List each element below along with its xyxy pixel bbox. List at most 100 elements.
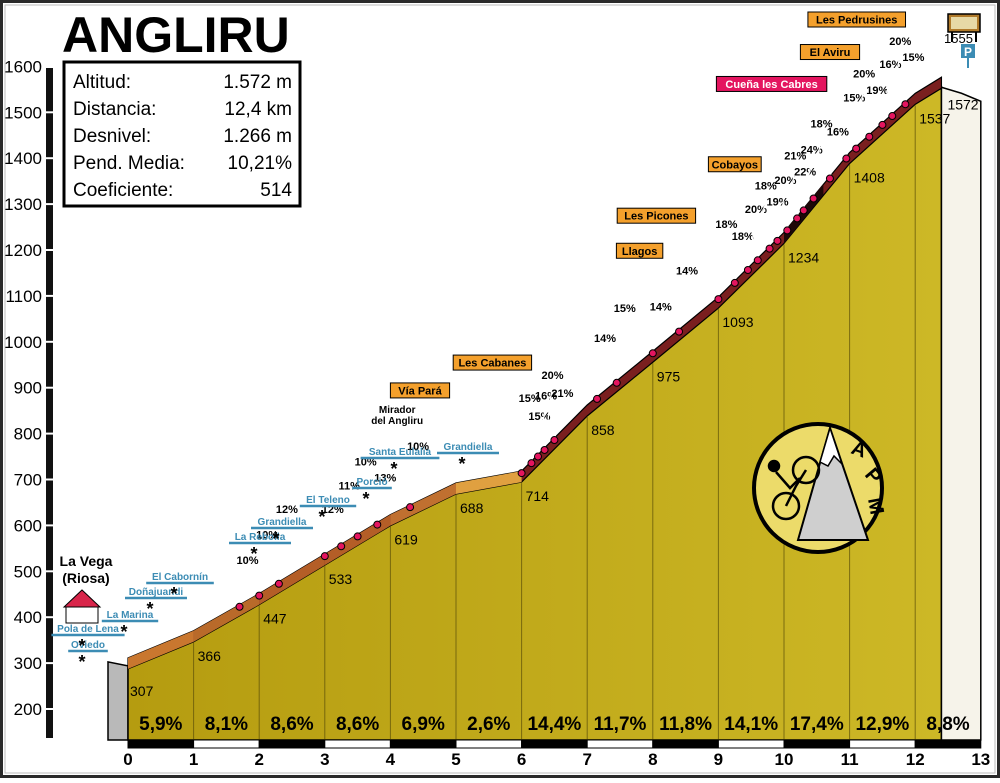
road-sign-label: La Marina: [107, 610, 154, 621]
gradient-marker-dot: [743, 265, 752, 274]
place-label: El Aviru: [810, 47, 851, 59]
gradient-marker-dot: [825, 174, 834, 183]
stat-coeficiente-label: Coeficiente:: [73, 180, 173, 201]
gradient-marker-dot: [648, 349, 657, 358]
section-gradient-label: 14,4%: [527, 714, 581, 735]
gradient-marker-dot: [852, 144, 861, 153]
stat-altitud-value: 1.572 m: [223, 72, 292, 93]
x-axis-segment: [455, 739, 523, 749]
gradient-marker-dot: [783, 226, 792, 235]
gradient-marker-label: 20%: [745, 204, 767, 216]
gradient-marker-dot: [799, 206, 808, 215]
gradient-marker-dot: [730, 278, 739, 287]
gradient-marker-dot: [527, 459, 536, 468]
y-tick-label: 700: [14, 471, 42, 490]
gradient-marker-line: [324, 516, 334, 557]
gradient-marker-dot: [235, 602, 244, 611]
gradient-marker-label: 15%: [519, 393, 541, 405]
gradient-marker-line: [786, 162, 796, 231]
gradient-marker-label: 15%: [614, 303, 636, 315]
section-gradient-label: 11,7%: [594, 714, 647, 735]
y-axis-bar: [46, 68, 53, 738]
road-sign-label: Porció: [356, 477, 387, 488]
place-label: Vía Pará: [398, 385, 442, 397]
place-label: La Vega: [60, 553, 113, 569]
stat-altitud-label: Altitud:: [73, 72, 131, 93]
summit-block: [940, 86, 982, 741]
gradient-marker-label: 19%: [767, 197, 789, 209]
x-axis-segment: [783, 739, 851, 749]
km-altitude-label: 366: [198, 648, 222, 664]
road-sign-label: El Cabornín: [152, 572, 208, 583]
gradient-marker-dot: [773, 236, 782, 245]
x-axis-segment: [914, 739, 982, 749]
gradient-marker-label: 11%: [338, 480, 360, 492]
gradient-marker-label: 19%: [866, 85, 888, 97]
gradient-marker-line: [530, 423, 541, 464]
km-altitude-label: 975: [657, 368, 681, 384]
km-altitude-label: 1093: [722, 314, 753, 330]
gradient-marker-line: [757, 192, 767, 261]
gradient-marker-dot: [714, 295, 723, 304]
junction-icon: *: [78, 652, 85, 672]
section-gradient-label: 5,9%: [139, 714, 182, 735]
start-wall: [107, 660, 129, 741]
gradient-marker-line: [868, 96, 878, 137]
x-tick-label: 10: [775, 750, 794, 769]
km-altitude-label: 1537: [919, 110, 950, 126]
road-ridge-segment: [390, 483, 456, 526]
stat-distancia-label: Distancia:: [73, 99, 156, 120]
x-axis-segment: [127, 739, 195, 749]
gradient-marker-label: 20%: [542, 370, 564, 382]
y-tick-label: 1600: [4, 57, 42, 76]
x-axis-segment: [652, 739, 719, 749]
x-tick-label: 13: [971, 750, 990, 769]
gradient-marker-line: [652, 313, 662, 354]
gradient-marker-dot: [320, 552, 329, 561]
gradient-marker-label: 15%: [902, 52, 924, 64]
parking-icon: P: [961, 44, 975, 68]
place-label: Cobayos: [712, 159, 758, 171]
x-axis-segment: [521, 739, 588, 749]
x-axis-segment: [389, 739, 457, 749]
mountain-icon: [796, 424, 870, 541]
x-axis-segment: [717, 739, 785, 749]
stat-pendiente-value: 10,21%: [228, 153, 293, 174]
gradient-marker-label: 14%: [594, 333, 616, 345]
gradient-marker-dot: [765, 244, 774, 253]
place-label-box: [615, 242, 664, 259]
y-tick-label: 1500: [4, 103, 42, 122]
stat-distancia-value: 12,4 km: [224, 99, 292, 120]
section-gradient-label: 8,6%: [336, 714, 379, 735]
gradient-marker-label: 10%: [256, 530, 278, 542]
km-altitude-label: 1234: [788, 249, 819, 265]
gradient-marker-line: [357, 468, 367, 537]
gradient-marker-dot: [793, 214, 802, 223]
x-tick-label: 2: [254, 750, 263, 769]
stat-desnivel-value: 1.266 m: [223, 126, 292, 147]
gradient-marker-label: 22%: [794, 166, 816, 178]
km-altitude-label: 858: [591, 422, 615, 438]
km-altitude-label: 447: [263, 611, 287, 627]
road-ridge-segment: [456, 471, 522, 495]
x-tick-label: 0: [123, 750, 132, 769]
gradient-marker-label: 13%: [374, 473, 396, 485]
chart-title: ANGLIRU: [62, 7, 290, 63]
gradient-marker-label: 20%: [889, 36, 911, 48]
gradient-marker-line: [768, 208, 779, 249]
gradient-marker-line: [881, 70, 891, 126]
gradient-marker-label: 10%: [237, 555, 259, 567]
gradient-marker-line: [616, 314, 626, 383]
x-tick-label: 8: [648, 750, 657, 769]
y-tick-label: 200: [14, 700, 42, 719]
gradient-marker-label: 15%: [528, 411, 550, 423]
stat-coeficiente-value: 514: [260, 180, 292, 201]
place-label: del Angliru: [371, 416, 423, 427]
place-label-box: [707, 156, 762, 173]
gradient-marker-label: 18%: [715, 219, 737, 231]
x-axis-segment: [849, 739, 916, 749]
gradient-marker-label: 14%: [650, 301, 672, 313]
gradient-marker-dot: [353, 532, 362, 541]
road-sign-label: Pola de Lena: [57, 624, 119, 635]
